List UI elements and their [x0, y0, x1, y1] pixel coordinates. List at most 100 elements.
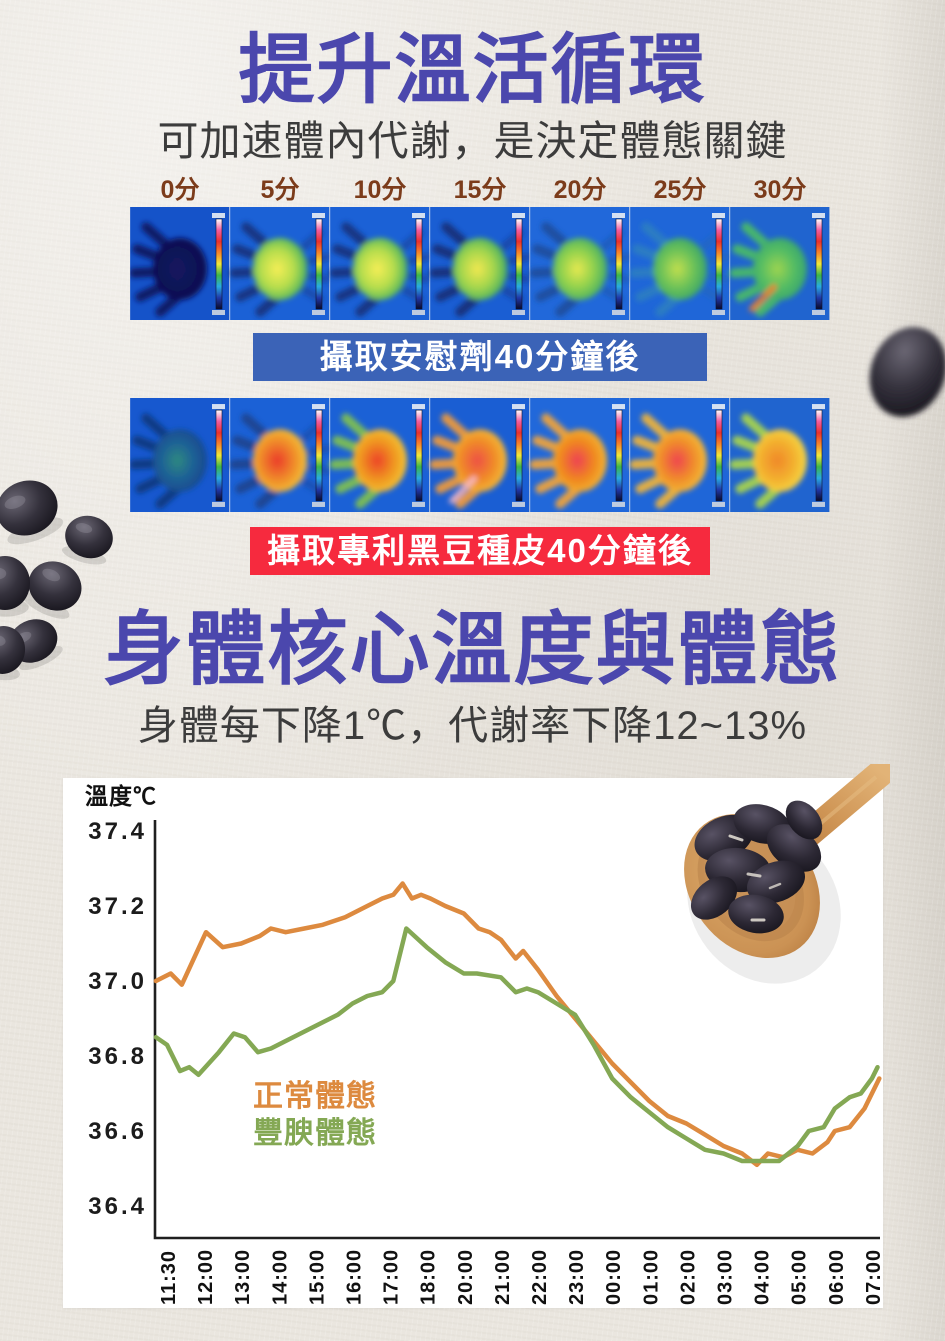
thermal-scale-min-label — [512, 310, 525, 315]
thermal-scale-bar — [215, 409, 223, 502]
thermal-scale-bar — [315, 218, 323, 310]
thermal-scale-bar — [315, 409, 323, 502]
thermal-scale-min-label — [212, 501, 225, 507]
thermal-scale-max-label — [212, 213, 225, 218]
x-tick-label: 21:00 — [492, 1249, 514, 1305]
x-tick-label: 11:30 — [158, 1250, 180, 1305]
thermal-scale-bar — [815, 409, 823, 502]
thermal-scale-min-label — [712, 501, 725, 507]
thermal-scale-min-label — [312, 501, 325, 507]
y-tick-label: 37.4 — [88, 818, 147, 845]
thermal-scale-bar — [615, 218, 623, 310]
time-label: 20分 — [553, 176, 607, 204]
chart-axes — [153, 820, 880, 1240]
thermal-panel — [729, 398, 830, 512]
thermal-scale-min-label — [812, 501, 825, 507]
x-tick-label: 20:00 — [455, 1249, 477, 1305]
x-tick-label: 17:00 — [381, 1249, 403, 1305]
thermal-scale-min-label — [212, 310, 225, 315]
y-axis-title: 溫度℃ — [85, 783, 157, 809]
y-tick-label: 36.8 — [88, 1043, 147, 1070]
x-tick-label: 04:00 — [752, 1249, 774, 1305]
page-title-core-temp: 身體核心溫度與體態 — [103, 602, 842, 696]
subtitle-core-temp: 身體每下降1℃，代謝率下降12~13% — [137, 704, 808, 748]
thermal-panel — [429, 207, 531, 320]
thermal-panel — [729, 207, 830, 320]
black-bean — [62, 515, 113, 565]
thermal-scale-min-label — [412, 501, 425, 507]
thermal-scale-min-label — [412, 310, 425, 315]
thermal-scale-max-label — [412, 213, 425, 218]
black-bean — [0, 480, 64, 545]
time-label: 15分 — [453, 176, 507, 204]
thermal-panel — [229, 398, 331, 512]
thermal-scale-max-label — [212, 404, 225, 410]
thermal-scale-bar — [415, 409, 423, 502]
time-label: 0分 — [160, 176, 200, 204]
y-tick-label: 36.6 — [88, 1118, 147, 1145]
thermal-panel — [529, 207, 631, 320]
thermal-panel — [130, 398, 230, 512]
x-tick-label: 03:00 — [715, 1249, 737, 1305]
thermal-scale-bar — [515, 409, 523, 502]
time-labels-row: 0分 5分 10分 15分 20分 25分 30分 — [130, 170, 830, 206]
chart-legend: 正常體態 豐腴體態 — [253, 1078, 377, 1152]
x-tick-label: 13:00 — [232, 1249, 254, 1305]
thermal-scale-bar — [215, 218, 223, 310]
thermal-scale-max-label — [312, 404, 325, 410]
thermal-panel — [130, 207, 230, 320]
y-tick-label: 37.0 — [88, 968, 147, 995]
series-line-plump — [153, 926, 880, 1164]
banner-blackbean: 攝取專利黑豆種皮40分鐘後 — [250, 527, 710, 575]
time-label: 25分 — [653, 176, 707, 204]
x-tick-label: 01:00 — [640, 1249, 662, 1305]
thermal-panel — [629, 207, 731, 320]
thermal-strip-blackbean — [130, 398, 830, 512]
thermal-panel — [229, 207, 331, 320]
thermal-scale-bar — [715, 409, 723, 502]
x-tick-label: 12:00 — [195, 1249, 217, 1305]
time-label: 10分 — [353, 176, 407, 204]
thermal-scale-max-label — [412, 404, 425, 410]
thermal-scale-max-label — [312, 213, 325, 218]
thermal-scale-bar — [515, 218, 523, 310]
x-tick-label: 07:00 — [863, 1249, 883, 1305]
thermal-scale-max-label — [512, 404, 525, 410]
thermal-scale-max-label — [512, 213, 525, 218]
x-tick-label: 14:00 — [269, 1249, 291, 1305]
thermal-scale-bar — [815, 218, 823, 310]
page-title-circulation: 提升溫活循環 — [238, 25, 707, 114]
thermal-strip-placebo — [130, 207, 830, 320]
thermal-scale-bar — [715, 218, 723, 310]
thermal-panel — [529, 398, 630, 512]
thermal-scale-min-label — [512, 501, 525, 507]
thermal-panel — [329, 398, 430, 512]
x-tick-label: 18:00 — [418, 1249, 440, 1305]
thermal-scale-max-label — [812, 213, 825, 218]
x-tick-label: 23:00 — [566, 1249, 588, 1305]
thermal-scale-min-label — [612, 310, 625, 315]
thermal-scale-max-label — [812, 404, 825, 410]
y-tick-label: 37.2 — [88, 893, 147, 920]
banner-placebo: 攝取安慰劑40分鐘後 — [253, 333, 707, 381]
thermal-scale-bar — [615, 409, 623, 502]
thermal-scale-min-label — [312, 310, 325, 315]
subtitle-circulation: 可加速體內代謝，是決定體態關鍵 — [157, 118, 788, 164]
thermal-panel — [429, 398, 530, 512]
legend-plump-body: 豐腴體態 — [253, 1117, 377, 1150]
thermal-scale-min-label — [712, 310, 725, 315]
thermal-scale-min-label — [812, 310, 825, 315]
y-tick-label: 36.4 — [88, 1193, 147, 1220]
thermal-scale-max-label — [712, 213, 725, 218]
time-label: 30分 — [753, 176, 807, 204]
time-label: 5分 — [260, 176, 300, 204]
x-tick-label: 06:00 — [826, 1249, 848, 1305]
thermal-panel — [329, 207, 431, 320]
thermal-scale-min-label — [612, 501, 625, 507]
thermal-scale-bar — [415, 218, 423, 310]
thermal-scale-max-label — [612, 213, 625, 218]
thermal-scale-max-label — [712, 404, 725, 410]
x-tick-label: 00:00 — [603, 1249, 625, 1305]
thermal-panel — [629, 398, 730, 512]
